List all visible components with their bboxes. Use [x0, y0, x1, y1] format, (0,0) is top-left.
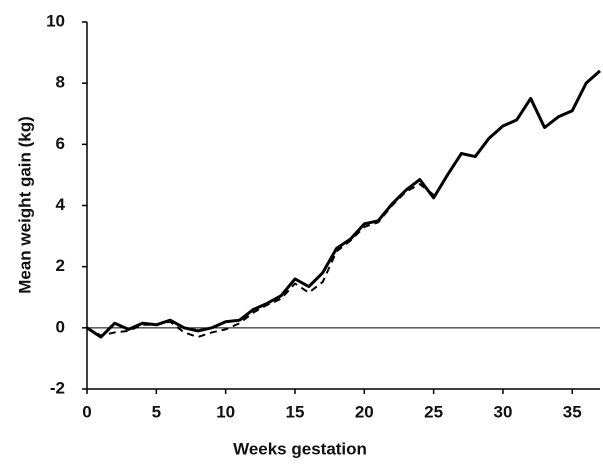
y-tick-label: 10	[46, 11, 65, 30]
y-tick-label: 2	[56, 256, 65, 275]
y-tick-label: 6	[56, 134, 65, 153]
x-tick-label: 35	[563, 402, 582, 421]
x-tick-label: 30	[493, 402, 512, 421]
y-tick-label: 4	[56, 195, 66, 214]
y-tick-label: -2	[50, 378, 65, 397]
x-axis-label: Weeks gestation	[233, 439, 367, 458]
solid-line	[86, 69, 601, 339]
dashed-line	[86, 183, 435, 339]
y-axis-label: Mean weight gain (kg)	[15, 116, 34, 294]
y-tick-label: 0	[56, 317, 65, 336]
x-tick-label: 0	[82, 402, 91, 421]
x-tick-label: 25	[424, 402, 443, 421]
y-tick-label: 8	[56, 73, 65, 92]
x-tick-label: 15	[286, 402, 305, 421]
x-tick-label: 20	[355, 402, 374, 421]
x-tick-label: 10	[216, 402, 235, 421]
x-tick-label: 5	[152, 402, 161, 421]
